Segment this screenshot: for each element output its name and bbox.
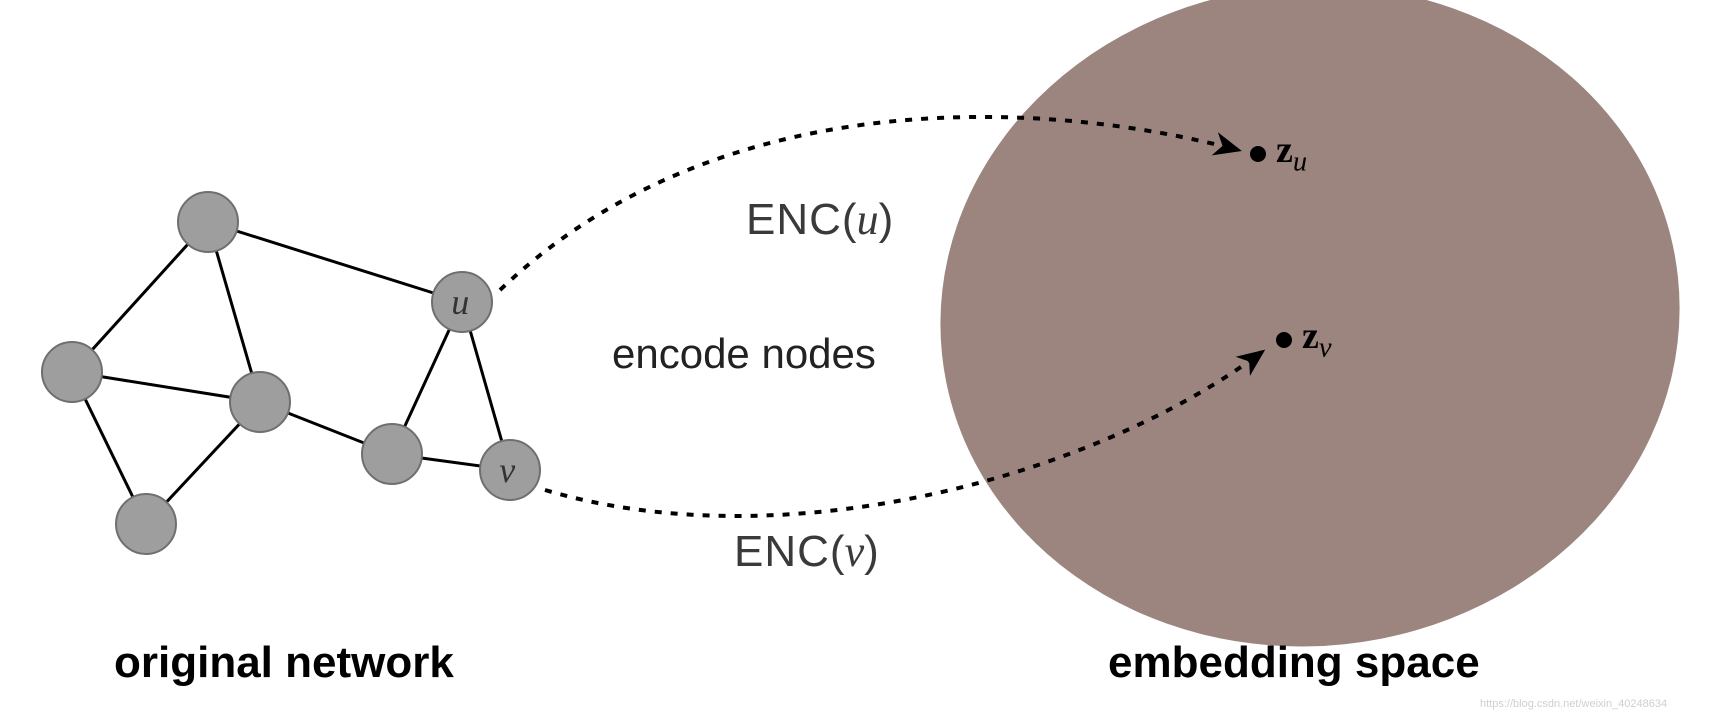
z-u-label: zu [1276, 128, 1307, 179]
graph-edges [72, 222, 510, 524]
graph-node-c [116, 494, 176, 554]
enc-u-label: ENC(u) [746, 194, 893, 245]
z-v-label: zv [1302, 314, 1332, 365]
graph-node-b [42, 342, 102, 402]
encode-nodes-label: encode nodes [612, 330, 876, 378]
watermark-text: https://blog.csdn.net/weixin_40248634 [1480, 698, 1667, 710]
embedding-point-zu [1250, 146, 1266, 162]
graph-node-d [230, 372, 290, 432]
original-network-caption: original network [114, 638, 454, 688]
graph-edge [208, 222, 462, 302]
node-u-label: u [451, 281, 469, 323]
graph-node-a [178, 192, 238, 252]
embedding-space-caption: embedding space [1108, 638, 1480, 688]
node-v-label: v [499, 449, 515, 491]
enc-v-label: ENC(v) [734, 526, 879, 577]
graph-node-e [362, 424, 422, 484]
embedding-point-zv [1276, 332, 1292, 348]
graph-nodes [42, 192, 540, 554]
